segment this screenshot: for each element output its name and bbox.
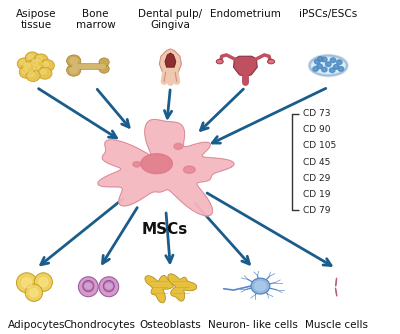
Circle shape <box>99 58 109 66</box>
Circle shape <box>322 57 327 62</box>
Circle shape <box>43 62 48 66</box>
Ellipse shape <box>103 281 114 292</box>
Circle shape <box>333 64 339 69</box>
Ellipse shape <box>184 166 195 173</box>
Text: CD 90: CD 90 <box>303 125 330 134</box>
Circle shape <box>85 283 92 289</box>
Text: Dental pulp/
Gingiva: Dental pulp/ Gingiva <box>138 9 202 30</box>
Ellipse shape <box>83 281 94 292</box>
Polygon shape <box>98 120 234 216</box>
Ellipse shape <box>34 273 52 291</box>
Circle shape <box>40 69 46 74</box>
Circle shape <box>29 72 34 76</box>
Text: Osteoblasts: Osteoblasts <box>140 320 201 330</box>
Circle shape <box>70 67 78 73</box>
Text: Muscle cells: Muscle cells <box>305 320 368 330</box>
Circle shape <box>338 66 344 71</box>
Text: Endometrium: Endometrium <box>210 9 281 19</box>
Circle shape <box>251 278 270 294</box>
Text: Bone
marrow: Bone marrow <box>76 9 115 30</box>
Ellipse shape <box>22 278 32 288</box>
Circle shape <box>255 282 266 291</box>
Circle shape <box>67 55 81 67</box>
Circle shape <box>326 62 331 66</box>
Polygon shape <box>159 49 182 72</box>
Circle shape <box>34 65 39 70</box>
Circle shape <box>317 64 322 68</box>
Ellipse shape <box>78 277 98 297</box>
Polygon shape <box>234 56 257 76</box>
Circle shape <box>313 66 318 71</box>
Text: Asipose
tissue: Asipose tissue <box>16 9 56 30</box>
Ellipse shape <box>30 288 38 297</box>
Text: CD 29: CD 29 <box>303 174 330 183</box>
Text: CD 19: CD 19 <box>303 190 330 199</box>
Text: CD 105: CD 105 <box>303 141 336 150</box>
Ellipse shape <box>16 273 37 293</box>
Text: iPSCs/ESCs: iPSCs/ESCs <box>299 9 357 19</box>
Circle shape <box>25 52 39 64</box>
Circle shape <box>32 60 38 65</box>
Polygon shape <box>336 278 337 286</box>
Circle shape <box>314 59 320 64</box>
Polygon shape <box>335 288 337 296</box>
Circle shape <box>17 58 32 70</box>
Circle shape <box>22 68 28 73</box>
Circle shape <box>25 63 30 68</box>
Circle shape <box>22 61 36 73</box>
Ellipse shape <box>25 284 42 301</box>
Circle shape <box>28 54 34 59</box>
Circle shape <box>38 67 52 79</box>
Circle shape <box>318 56 323 61</box>
Text: Chondrocytes: Chondrocytes <box>63 320 135 330</box>
Circle shape <box>34 54 48 66</box>
Polygon shape <box>145 276 174 303</box>
Circle shape <box>19 66 34 78</box>
Ellipse shape <box>310 55 347 75</box>
Circle shape <box>29 58 43 70</box>
Circle shape <box>20 60 26 65</box>
Ellipse shape <box>141 154 172 174</box>
Circle shape <box>105 283 112 289</box>
Circle shape <box>70 57 78 64</box>
Ellipse shape <box>174 143 183 149</box>
Ellipse shape <box>39 278 48 287</box>
Circle shape <box>99 64 109 73</box>
Circle shape <box>31 63 45 75</box>
Text: Adipocytes: Adipocytes <box>8 320 65 330</box>
Text: CD 79: CD 79 <box>303 206 330 215</box>
Text: Neuron- like cells: Neuron- like cells <box>208 320 298 330</box>
Ellipse shape <box>133 162 141 167</box>
Text: MSCs: MSCs <box>141 222 188 237</box>
Circle shape <box>330 58 336 62</box>
Polygon shape <box>168 274 197 301</box>
Circle shape <box>37 56 42 61</box>
Circle shape <box>322 67 327 72</box>
Text: CD 45: CD 45 <box>303 158 330 167</box>
Circle shape <box>67 64 81 76</box>
Text: CD 73: CD 73 <box>303 109 330 118</box>
Circle shape <box>26 69 40 81</box>
Ellipse shape <box>99 277 119 297</box>
Circle shape <box>40 59 54 71</box>
Ellipse shape <box>268 59 274 64</box>
Circle shape <box>330 68 335 72</box>
Ellipse shape <box>216 59 223 64</box>
Circle shape <box>336 60 342 64</box>
Polygon shape <box>165 53 176 67</box>
